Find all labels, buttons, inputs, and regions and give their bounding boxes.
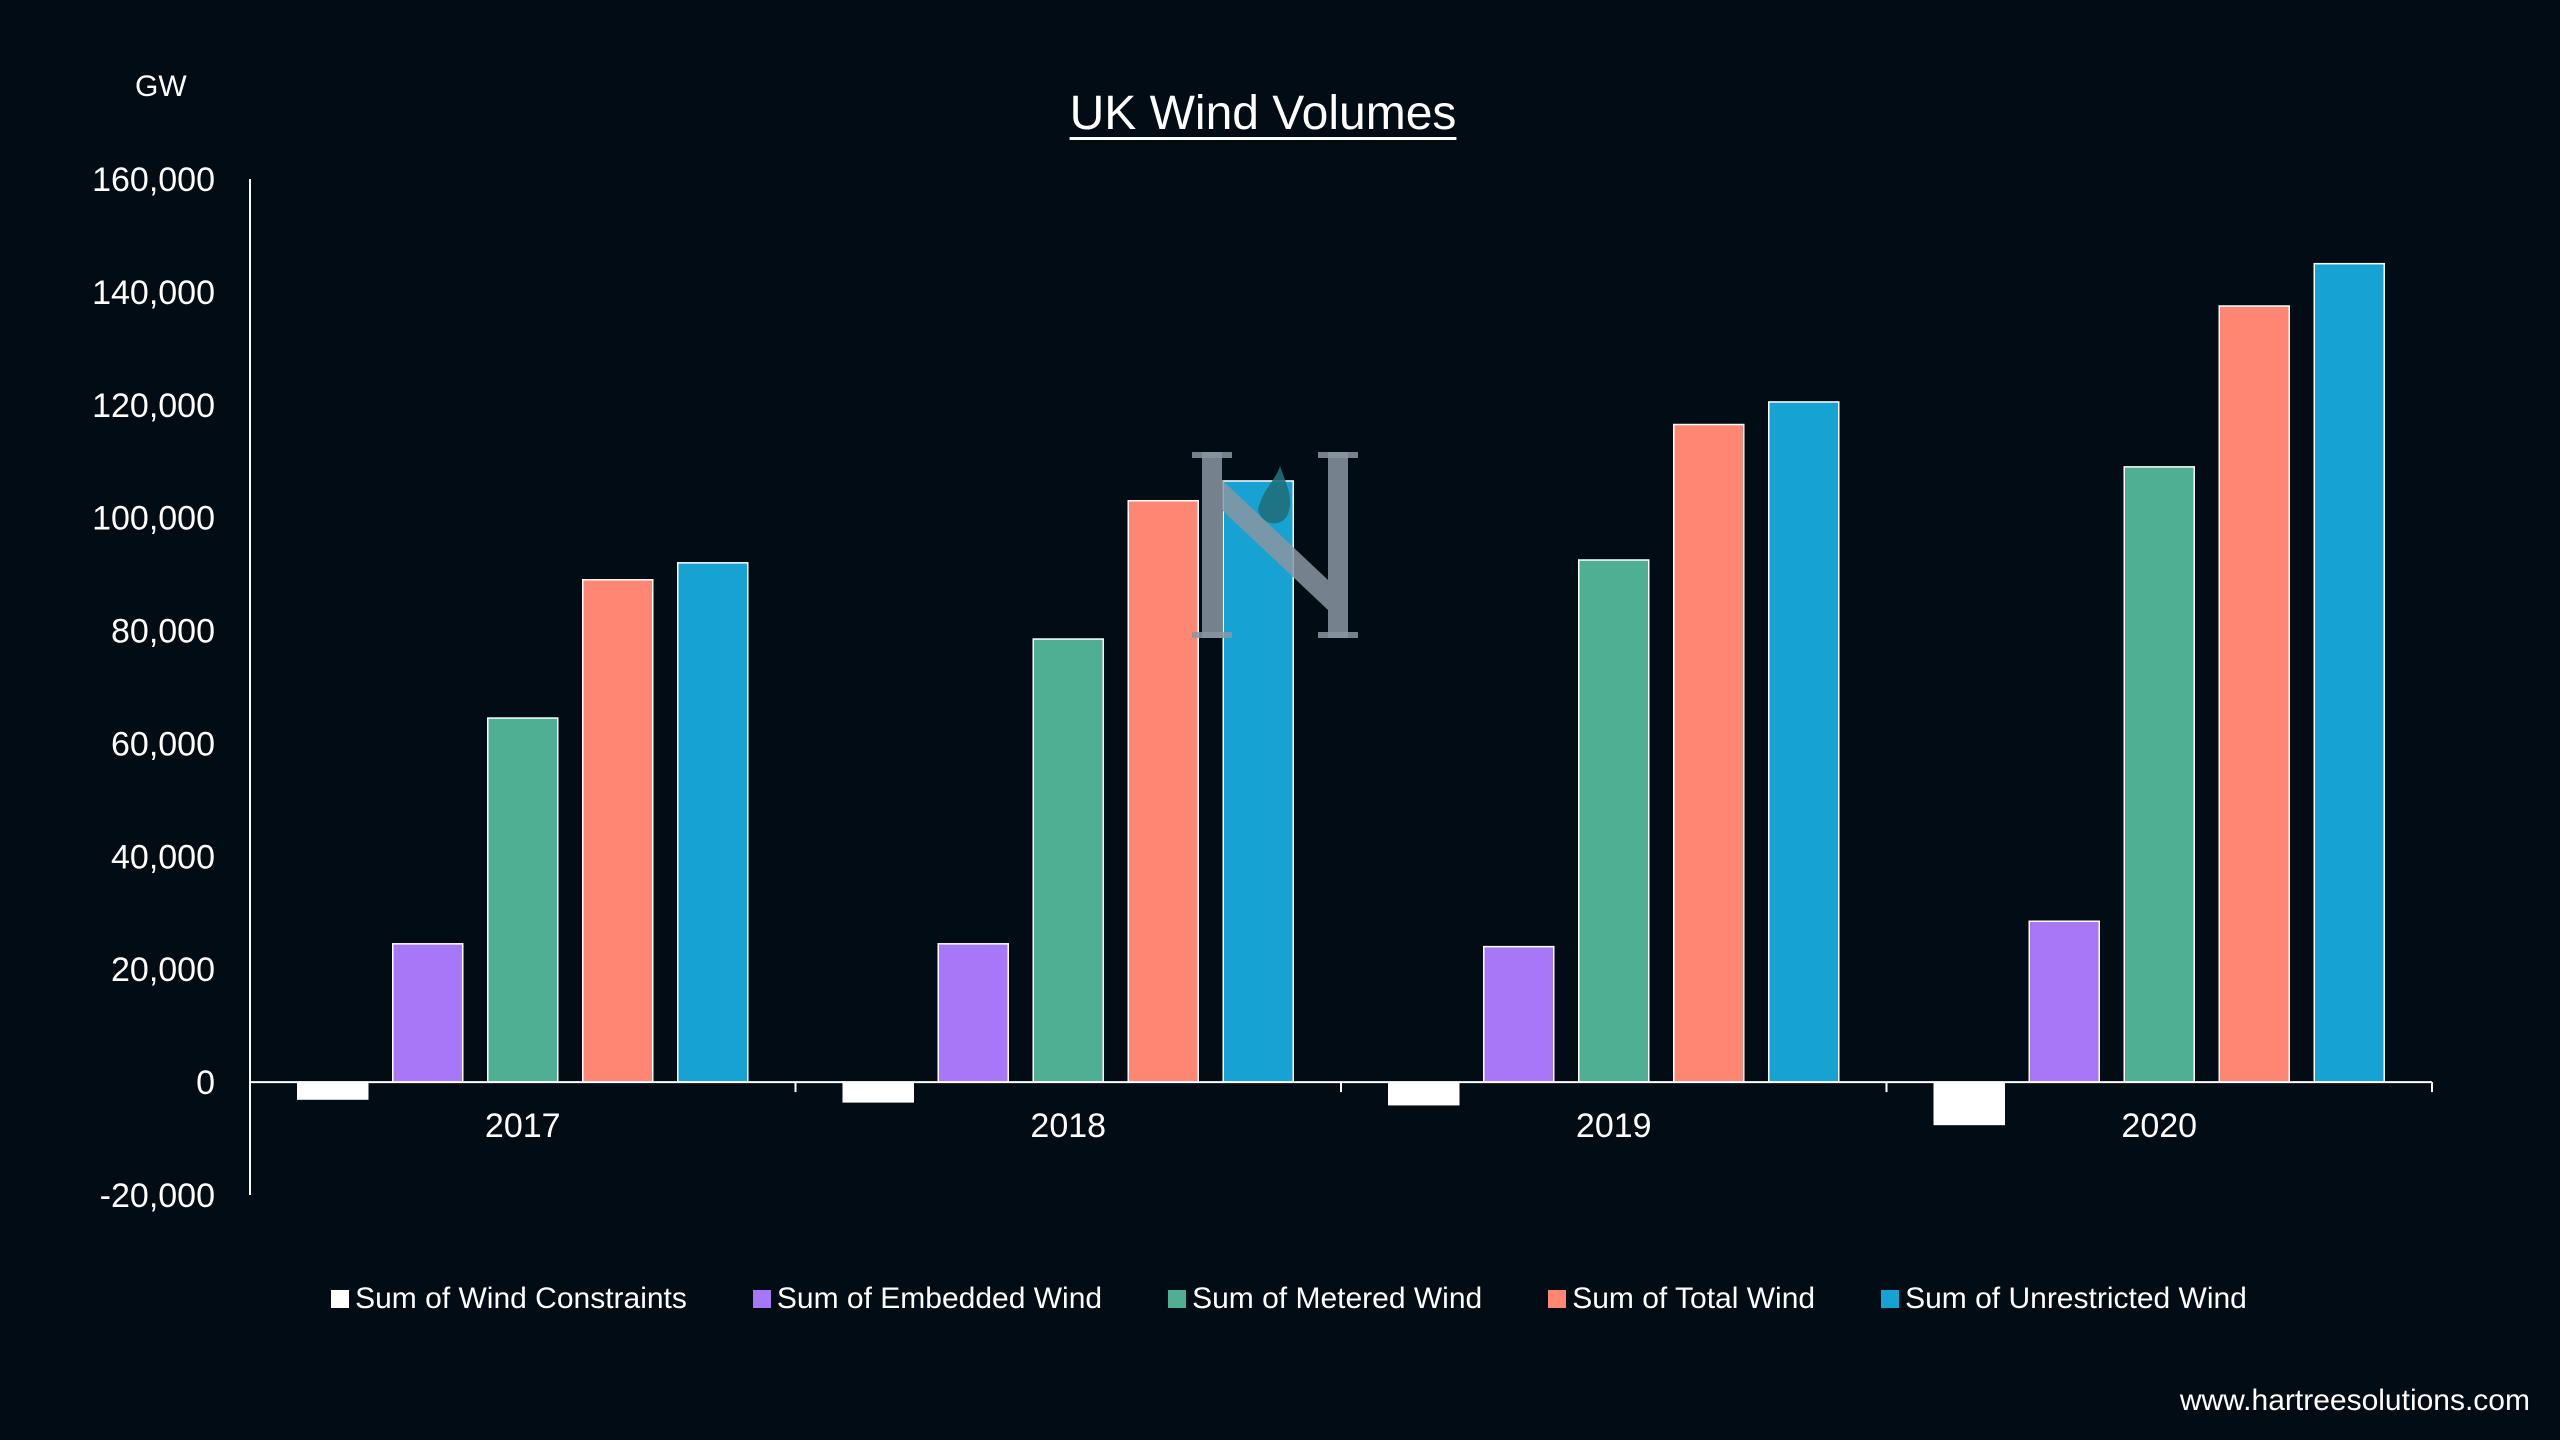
bar-sum-of-total-wind-2020 — [2218, 305, 2290, 1083]
bar-sum-of-unrestricted-wind-2018 — [1222, 480, 1294, 1083]
y-tick-labels: -20,000 0 20,000 40,000 60,000 80,000 100,000 1… — [92, 161, 215, 1215]
bar-sum-of-wind-constraints-2018 — [842, 1081, 914, 1103]
x-tick-label: 2018 — [1030, 1107, 1106, 1145]
y-tick-label: 0 — [196, 1064, 215, 1102]
x-tick-label: 2020 — [2121, 1107, 2197, 1145]
bar-sum-of-metered-wind-2018 — [1032, 638, 1104, 1083]
x-tick-label: 2019 — [1576, 1107, 1652, 1145]
bar-sum-of-unrestricted-wind-2017 — [677, 562, 749, 1083]
legend-label: Sum of Unrestricted Wind — [1905, 1282, 2247, 1315]
bar-sum-of-wind-constraints-2020 — [1933, 1081, 2005, 1126]
legend-label: Sum of Embedded Wind — [776, 1282, 1103, 1315]
legend-item-total-wind: Sum of Total Wind — [1548, 1282, 1815, 1316]
bar-sum-of-embedded-wind-2019 — [1483, 945, 1555, 1083]
x-tick-label: 2017 — [485, 1107, 561, 1145]
x-tick-labels: 2017 2018 2019 2020 — [485, 1107, 2197, 1145]
chart-title: UK Wind Volumes — [0, 86, 2526, 141]
y-tick-label: 40,000 — [111, 838, 215, 876]
legend-label: Sum of Metered Wind — [1192, 1282, 1483, 1315]
bar-sum-of-embedded-wind-2017 — [392, 943, 464, 1083]
bar-sum-of-embedded-wind-2020 — [2028, 920, 2100, 1083]
legend-item-embedded-wind: Sum of Embedded Wind — [752, 1282, 1103, 1316]
footer-url[interactable]: www.hartreesolutions.com — [2179, 1384, 2530, 1417]
bar-sum-of-total-wind-2019 — [1673, 423, 1745, 1083]
legend-swatch — [1168, 1290, 1187, 1308]
legend-swatch — [331, 1290, 350, 1308]
y-tick-label: 160,000 — [92, 161, 215, 199]
bar-sum-of-total-wind-2018 — [1127, 499, 1199, 1083]
legend-label: Sum of Total Wind — [1572, 1282, 1816, 1315]
y-tick-label: 20,000 — [111, 951, 215, 989]
legend-label: Sum of Wind Constraints — [355, 1282, 687, 1315]
legend-item-metered-wind: Sum of Metered Wind — [1168, 1282, 1482, 1316]
legend: Sum of Wind Constraints Sum of Embedded … — [0, 1282, 2560, 1316]
y-tick-label: 120,000 — [92, 387, 215, 425]
y-tick-label: 60,000 — [111, 725, 215, 763]
bar-sum-of-embedded-wind-2018 — [937, 943, 1009, 1083]
y-tick-label: -20,000 — [100, 1177, 215, 1215]
y-axis-unit-label: GW — [135, 70, 187, 103]
bar-sum-of-unrestricted-wind-2020 — [2313, 262, 2385, 1083]
y-tick-label: 80,000 — [111, 613, 215, 651]
bar-sum-of-wind-constraints-2017 — [297, 1081, 369, 1100]
bar-sum-of-metered-wind-2019 — [1578, 559, 1650, 1083]
legend-item-unrestricted-wind: Sum of Unrestricted Wind — [1881, 1282, 2247, 1316]
axes-layer — [249, 179, 2433, 1195]
chart-title-text: UK Wind Volumes — [1069, 87, 1457, 140]
legend-swatch — [1881, 1290, 1900, 1308]
y-tick-label: 140,000 — [92, 274, 215, 312]
bar-sum-of-metered-wind-2017 — [487, 717, 559, 1083]
legend-swatch — [752, 1290, 771, 1308]
hartree-logo-icon — [1192, 452, 1358, 638]
y-tick-label: 100,000 — [92, 500, 215, 538]
legend-swatch — [1548, 1290, 1567, 1308]
legend-item-wind-constraints: Sum of Wind Constraints — [331, 1282, 687, 1316]
bars-layer — [297, 262, 2385, 1126]
bar-sum-of-total-wind-2017 — [582, 579, 654, 1083]
bar-sum-of-unrestricted-wind-2019 — [1768, 401, 1840, 1083]
bar-sum-of-wind-constraints-2019 — [1388, 1081, 1460, 1106]
bar-sum-of-metered-wind-2020 — [2123, 466, 2195, 1083]
